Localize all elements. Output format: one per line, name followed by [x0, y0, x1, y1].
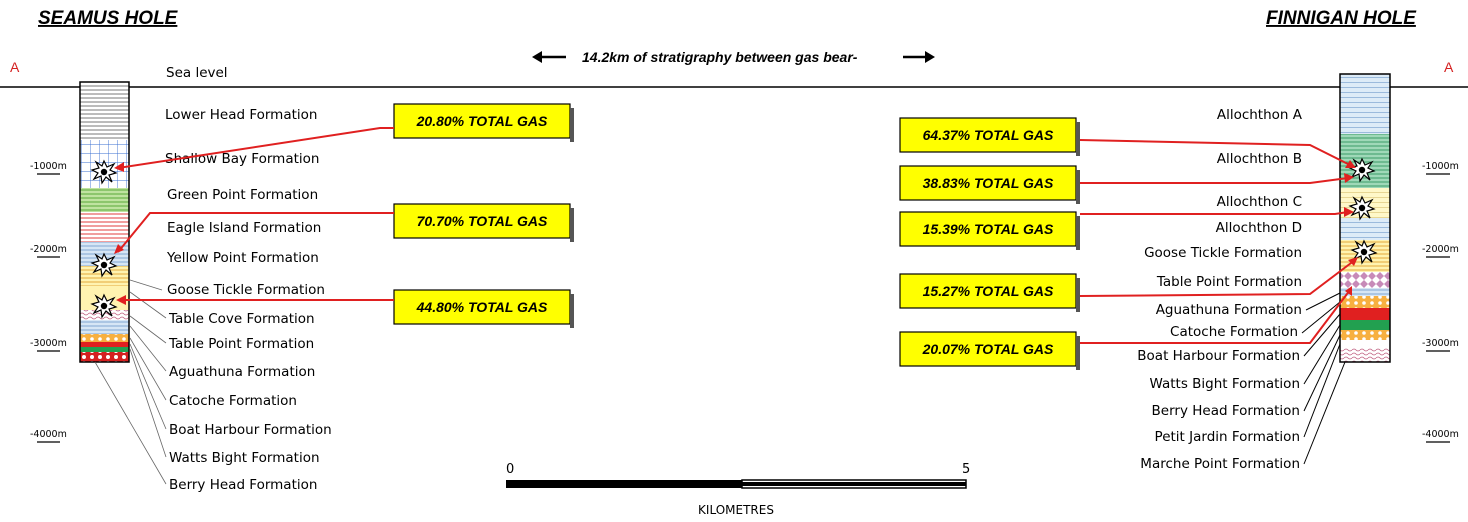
gas-label: 44.80% TOTAL GAS: [416, 299, 548, 315]
gas-label: 70.70% TOTAL GAS: [417, 213, 548, 229]
gas-label-box: [899, 117, 1077, 153]
formation-label: Allochthon D: [1216, 220, 1302, 236]
gas-label: 64.37% TOTAL GAS: [923, 127, 1054, 143]
formation-label: Berry Head Formation: [169, 477, 317, 493]
right-formation-labels: Allochthon A Allochthon B Allochthon C A…: [1137, 107, 1302, 472]
stratigraphy-arrow-left: [532, 51, 566, 63]
scale-start-label: 0: [506, 462, 514, 477]
formation-label: Aguathuna Formation: [1156, 302, 1302, 318]
depth-label: -1000m: [30, 161, 67, 172]
seamus-hole-column: [79, 81, 130, 363]
formation-label: Allochthon A: [1217, 107, 1303, 123]
gas-label-box: [899, 331, 1077, 367]
formation-label: Goose Tickle Formation: [1144, 245, 1302, 261]
formation-label: Eagle Island Formation: [167, 220, 321, 236]
depth-label: -3000m: [1422, 338, 1459, 349]
gas-label: 15.27% TOTAL GAS: [923, 283, 1054, 299]
left-hole-title: SEAMUS HOLE: [38, 8, 179, 29]
formation-label: Petit Jardin Formation: [1155, 429, 1300, 445]
depth-label: -4000m: [30, 429, 67, 440]
formation-label: Boat Harbour Formation: [169, 422, 332, 438]
scale-bar: 0 5 KILOMETRES: [506, 462, 970, 517]
gas-label-box: [899, 273, 1077, 309]
formation-label: Lower Head Formation: [165, 107, 317, 123]
formation-label: Catoche Formation: [1170, 324, 1298, 340]
formation-label: Table Cove Formation: [168, 311, 315, 327]
formation-label: Table Point Formation: [168, 336, 314, 352]
right-leader-lines: [1301, 292, 1346, 465]
right-depth-axis: -1000m -2000m -3000m -4000m: [1422, 161, 1459, 443]
right-gas-labels: 64.37% TOTAL GAS 38.83% TOTAL GAS 15.39%…: [899, 117, 1080, 370]
scale-end-label: 5: [962, 462, 970, 477]
gas-label: 20.07% TOTAL GAS: [922, 341, 1054, 357]
stratigraphy-note: 14.2km of stratigraphy between gas bear-: [582, 49, 858, 65]
left-section-marker: A: [10, 59, 20, 75]
formation-label: Aguathuna Formation: [169, 364, 315, 380]
right-gas-arrowheads: [1344, 160, 1358, 296]
gas-label: 38.83% TOTAL GAS: [923, 175, 1054, 191]
left-formation-labels: Lower Head Formation Shallow Bay Formati…: [165, 107, 332, 493]
formation-label: Yellow Point Formation: [166, 250, 319, 266]
right-gas-leaders: [1079, 139, 1356, 344]
right-section-marker: A: [1444, 59, 1454, 75]
formation-label: Green Point Formation: [167, 187, 318, 203]
depth-label: -3000m: [30, 338, 67, 349]
formation-label: Shallow Bay Formation: [165, 151, 319, 167]
formation-label: Allochthon C: [1217, 194, 1302, 210]
formation-label: Watts Bight Formation: [1149, 376, 1300, 392]
sea-level-label: Sea level: [166, 65, 228, 81]
gas-label: 15.39% TOTAL GAS: [923, 221, 1054, 237]
gas-label-box: [899, 165, 1077, 201]
left-gas-leaders: [117, 127, 394, 301]
left-gas-labels: 20.80% TOTAL GAS 70.70% TOTAL GAS 44.80%…: [393, 103, 574, 328]
formation-label: Berry Head Formation: [1152, 403, 1300, 419]
left-leader-lines: [94, 279, 167, 485]
left-gas-arrowheads: [114, 162, 126, 305]
depth-label: -4000m: [1422, 429, 1459, 440]
formation-label: Boat Harbour Formation: [1137, 348, 1300, 364]
depth-label: -1000m: [1422, 161, 1459, 172]
formation-label: Goose Tickle Formation: [167, 282, 325, 298]
right-hole-title: FINNIGAN HOLE: [1266, 8, 1417, 29]
formation-label: Watts Bight Formation: [169, 450, 320, 466]
depth-label: -2000m: [1422, 244, 1459, 255]
depth-label: -2000m: [30, 244, 67, 255]
finnigan-hole-column: [1339, 73, 1391, 363]
gas-label: 20.80% TOTAL GAS: [416, 113, 548, 129]
formation-label: Allochthon B: [1217, 151, 1302, 167]
formation-label: Marche Point Formation: [1140, 456, 1300, 472]
left-depth-axis: -1000m -2000m -3000m -4000m: [30, 161, 67, 443]
stratigraphy-arrow-right: [903, 51, 935, 63]
formation-label: Table Point Formation: [1156, 274, 1302, 290]
scale-unit-label: KILOMETRES: [698, 503, 774, 517]
formation-label: Catoche Formation: [169, 393, 297, 409]
